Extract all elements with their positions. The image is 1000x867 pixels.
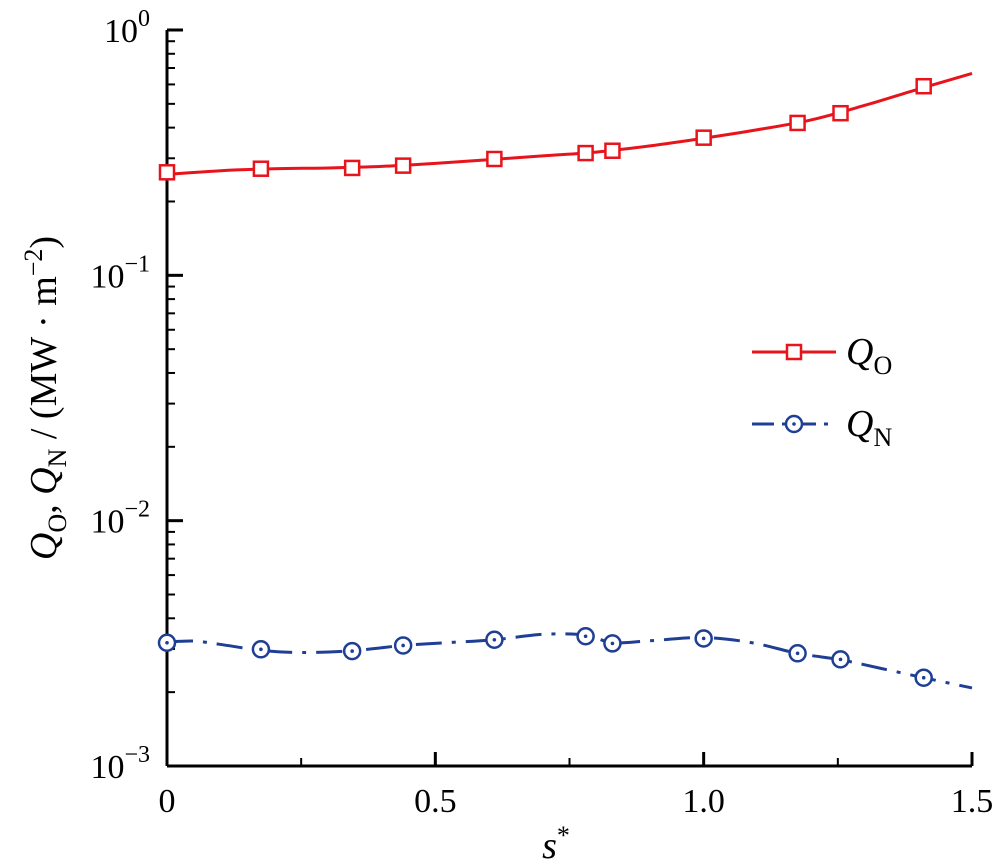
qo-point [695,129,712,146]
legend: QO QN [752,331,892,452]
x-tick-label: 0.5 [414,783,457,820]
qn-point-dot [795,651,800,656]
x-tick-label: 1.5 [951,783,994,820]
qo-point [486,150,503,168]
y-tick-label: 100 [104,6,150,50]
legend-marker [785,343,803,361]
qn-point-dot [583,634,588,639]
qo-point [158,164,176,181]
qo-point [577,144,594,162]
qn-point-dot [701,636,706,641]
y-tick-labels: 100 10−1 10−2 10−3 [90,6,150,786]
y-tick-label: 10−1 [90,251,150,295]
qn-point-dot [401,643,405,648]
x-tick-label: 0 [159,783,176,820]
qo-point [789,114,806,132]
series-line-qo [166,72,973,176]
qn-point-dot [165,640,169,645]
qn-point-dot [921,675,926,680]
legend-label: QO [846,331,892,380]
y-tick-label: 10−2 [90,497,150,541]
y-tick-label: 10−3 [90,742,150,786]
legend-label: QN [846,403,892,452]
series-line-qn [166,632,973,690]
qo-point [343,159,361,177]
qn-point-dot [259,647,263,652]
qo-point [394,157,412,174]
y-axis-label: QO, QN / (MW · m−2) [19,236,72,560]
qn-point-dot [492,637,497,642]
qn-point-dot [610,641,615,646]
qo-point [252,160,270,177]
legend-marker-dot [792,422,796,426]
x-tick-labels: 0 0.5 1.0 1.5 [159,783,994,820]
qn-point-dot [350,649,354,653]
x-axis-label: s* [542,821,570,867]
axis-ticks [165,28,974,768]
qn-point-dot [838,657,843,662]
series-curves [166,72,973,690]
qo-point [832,104,849,122]
x-tick-label: 1.0 [682,783,725,820]
series-markers [157,77,933,687]
qo-point [604,142,621,159]
qo-point [915,77,932,95]
plot-area: 0 0.5 1.0 1.5 100 10−1 10−2 10−3 [90,6,993,820]
